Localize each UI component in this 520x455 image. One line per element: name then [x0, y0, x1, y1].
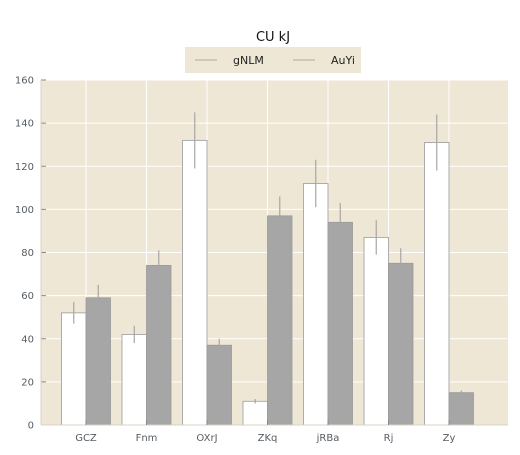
bar-gnlm-fnm [121, 334, 147, 426]
legend-label-gnlm: gNLM [233, 54, 264, 67]
y-tick-label: 100 [15, 205, 34, 216]
y-tick-label: 160 [15, 76, 34, 87]
x-tick-label: Zy [443, 433, 456, 444]
bar-auyi-jrba [327, 221, 353, 426]
x-tick-label: ZKq [258, 433, 278, 444]
x-tick-label: GCZ [75, 433, 97, 444]
x-tick-label: jRBa [316, 433, 340, 444]
axes: 0 20 40 60 80 100 120 140 160 GCZ Fnm OXrJ ZKq jRBa Rj… [15, 76, 508, 444]
bar-gnlm-gcz [61, 312, 87, 426]
bar-gnlm-oxrj [182, 139, 208, 426]
bar-gnlm-jrba [303, 183, 329, 426]
bar-auyi-zy [448, 392, 474, 426]
y-tick-label: 80 [21, 248, 34, 259]
x-tick-label: OXrJ [196, 433, 217, 444]
chart-title: CU kJ [256, 30, 290, 45]
x-tick-label: Fnm [136, 433, 158, 444]
legend-label-auyi: AuYi [331, 54, 355, 67]
bar-auyi-gcz [85, 297, 111, 426]
bar-auyi-oxrj [206, 344, 232, 426]
bar-auyi-zkq [267, 215, 293, 426]
y-tick-label: 120 [15, 162, 34, 173]
y-tick-label: 40 [21, 334, 34, 345]
bar-gnlm-rj [363, 237, 389, 426]
y-tick-label: 140 [15, 119, 34, 130]
y-tick-label: 0 [28, 421, 34, 432]
y-tick-label: 60 [21, 291, 34, 302]
bar-gnlm-zy [424, 142, 450, 426]
y-tick-label: 20 [21, 377, 34, 388]
bar-gnlm-zkq [242, 400, 268, 426]
bars [61, 112, 474, 426]
bar-auyi-rj [388, 262, 414, 426]
x-tick-label: Rj [384, 433, 394, 444]
legend: gNLM AuYi [185, 47, 361, 73]
bar-auyi-fnm [146, 265, 172, 426]
